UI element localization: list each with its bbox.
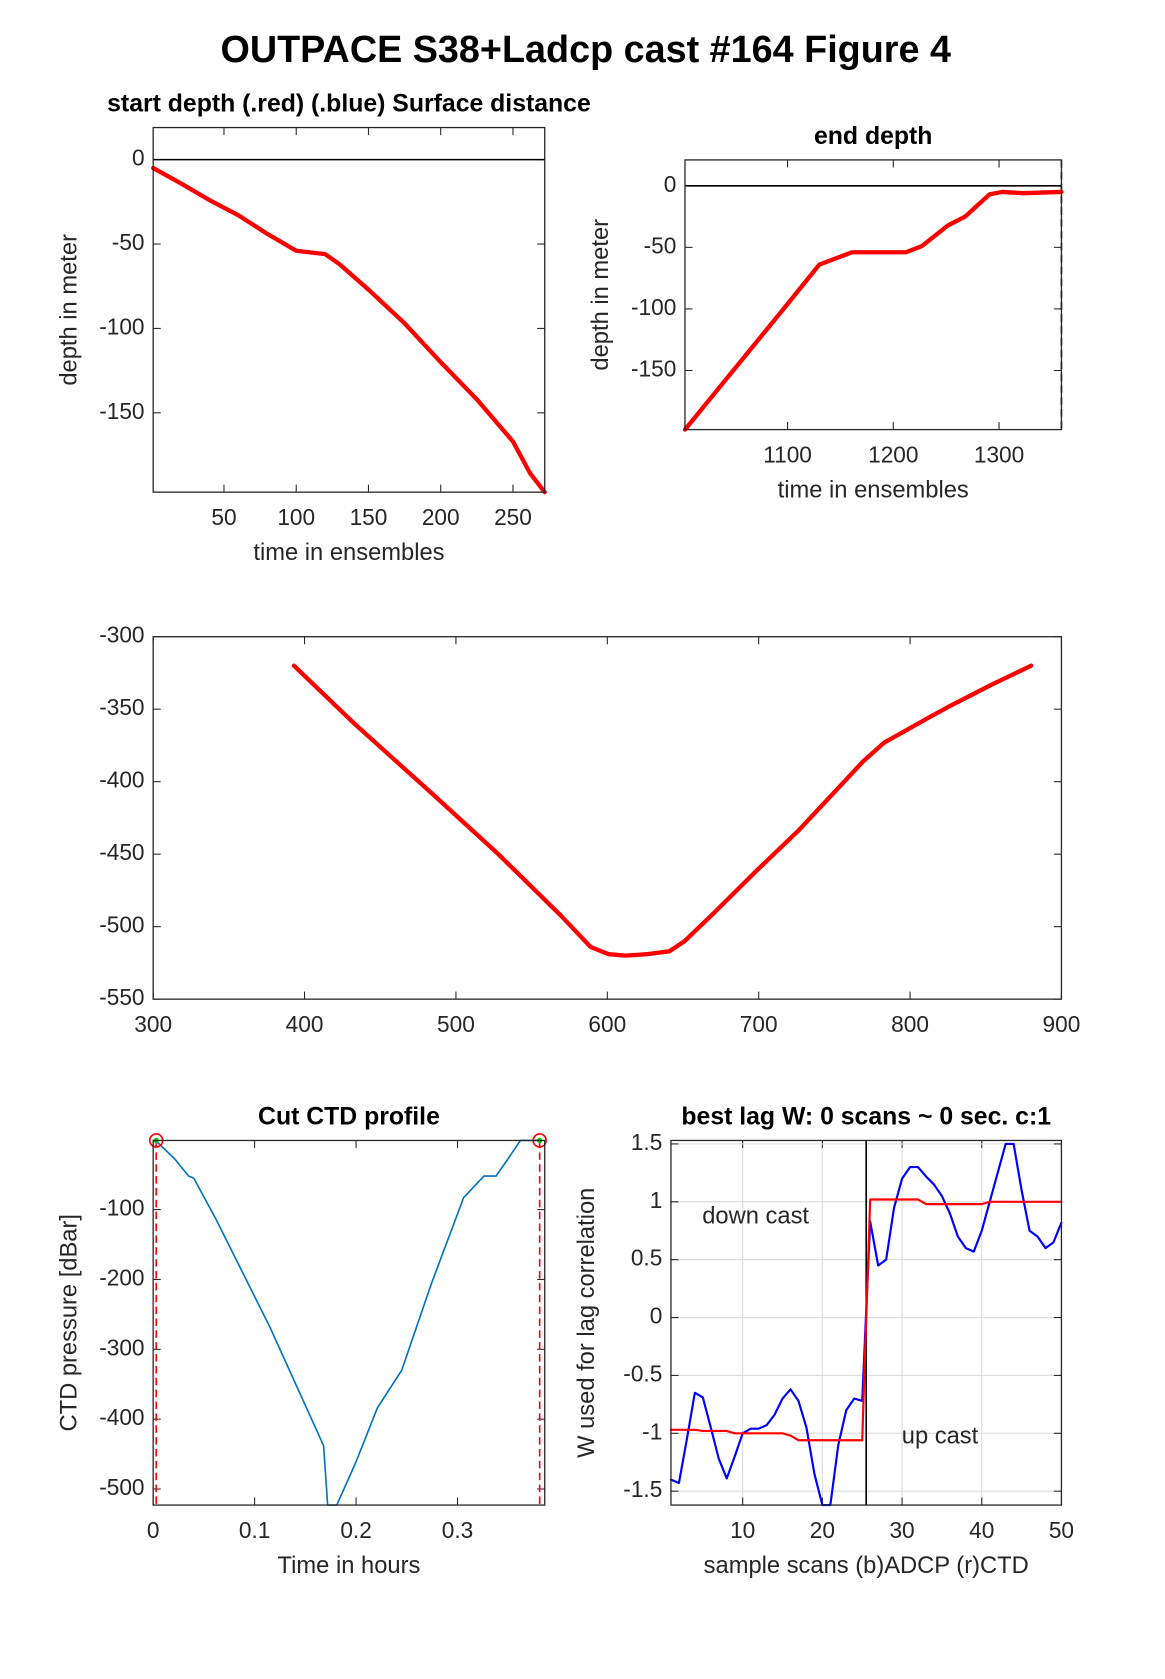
- x-tick-label: 600: [588, 1011, 626, 1037]
- y-tick-label: 0: [664, 171, 677, 197]
- annotation: up cast: [902, 1423, 979, 1449]
- x-axis-label: time in ensembles: [253, 540, 444, 566]
- x-tick-label: 1100: [763, 442, 812, 468]
- x-axis-label: Time in hours: [278, 1553, 421, 1579]
- y-tick-label: -300: [99, 622, 144, 648]
- x-axis-label: sample scans (b)ADCP (r)CTD: [704, 1553, 1029, 1579]
- chart-title: Cut CTD profile: [258, 1103, 440, 1130]
- axes-box: [152, 126, 546, 493]
- y-tick-label: -350: [99, 694, 144, 720]
- y-tick-label: 0: [132, 145, 145, 171]
- y-axis-label: CTD pressure [dBar]: [56, 1214, 82, 1432]
- y-tick-label: -0.5: [623, 1360, 662, 1386]
- x-tick-label: 500: [437, 1011, 475, 1037]
- y-tick-label: -500: [99, 912, 144, 938]
- x-tick-label: 40: [969, 1517, 994, 1543]
- y-tick-label: -450: [99, 839, 144, 865]
- axes-box: [684, 159, 1063, 431]
- y-tick-label: 1.5: [631, 1129, 662, 1155]
- x-tick-label: 20: [810, 1517, 835, 1543]
- y-tick-label: -1.5: [623, 1476, 662, 1502]
- y-axis-label: depth in meter: [56, 234, 82, 386]
- x-tick-label: 700: [740, 1011, 778, 1037]
- axes-background: [684, 159, 1062, 430]
- y-tick-label: -100: [99, 313, 144, 339]
- axes-box: [152, 1139, 546, 1506]
- x-tick-label: 50: [211, 504, 236, 530]
- x-tick-label: 800: [891, 1011, 929, 1037]
- axes-background: [153, 636, 1062, 1000]
- y-tick-label: -400: [99, 767, 144, 793]
- x-tick-label: 200: [422, 504, 460, 530]
- x-tick-label: 0: [147, 1517, 160, 1543]
- x-tick-label: 0.3: [442, 1517, 473, 1543]
- chart-title: best lag W: 0 scans ~ 0 sec. c:1: [681, 1103, 1051, 1130]
- y-tick-label: -100: [99, 1195, 144, 1221]
- x-tick-label: 30: [889, 1517, 914, 1543]
- y-tick-label: 0: [650, 1303, 663, 1329]
- plot-area: [155, 1139, 541, 1506]
- y-tick-label: -50: [112, 229, 145, 255]
- x-tick-label: 150: [350, 504, 388, 530]
- annotation: down cast: [702, 1203, 809, 1229]
- x-tick-label: 1300: [974, 442, 1024, 468]
- x-tick-label: 10: [730, 1517, 755, 1543]
- data-line: [669, 1198, 1063, 1442]
- axes-box: [670, 1139, 1063, 1506]
- y-tick-label: -50: [644, 232, 677, 258]
- y-axis-label: W used for lag correlation: [574, 1188, 600, 1458]
- x-tick-label: 300: [134, 1011, 172, 1037]
- x-tick-label: 250: [494, 504, 532, 530]
- y-tick-label: 0.5: [631, 1245, 662, 1271]
- x-tick-label: 0.1: [239, 1517, 270, 1543]
- y-tick-label: -300: [99, 1334, 144, 1360]
- plot-area: [151, 158, 547, 495]
- x-axis-label: time in ensembles: [778, 477, 969, 503]
- y-tick-label: -500: [99, 1474, 144, 1500]
- y-tick-label: -550: [99, 984, 144, 1010]
- figure-title: OUTPACE S38+Ladcp cast #164 Figure 4: [221, 28, 951, 70]
- y-tick-label: -150: [99, 398, 144, 424]
- data-line: [682, 189, 1064, 432]
- x-tick-label: 1200: [868, 442, 918, 468]
- y-tick-label: -150: [631, 355, 676, 381]
- y-tick-label: -1: [642, 1418, 662, 1444]
- x-tick-label: 50: [1049, 1517, 1074, 1543]
- data-line: [291, 663, 1034, 958]
- chart-title: end depth: [814, 123, 932, 150]
- plot-area: [669, 1140, 1063, 1507]
- x-tick-label: 900: [1043, 1011, 1081, 1037]
- x-tick-label: 400: [286, 1011, 324, 1037]
- x-tick-label: 0.2: [340, 1517, 371, 1543]
- data-line: [155, 1139, 541, 1506]
- y-tick-label: 1: [650, 1187, 663, 1213]
- y-tick-label: -100: [631, 294, 676, 320]
- plot-area: [291, 663, 1034, 958]
- axes-background: [153, 1140, 545, 1506]
- chart-title: start depth (.red) (.blue) Surface dista…: [107, 90, 591, 117]
- x-tick-label: 100: [277, 504, 315, 530]
- y-tick-label: -200: [99, 1264, 144, 1290]
- axes-box: [152, 636, 1063, 1000]
- axes-background: [153, 127, 545, 493]
- y-tick-label: -400: [99, 1404, 144, 1430]
- y-axis-label: depth in meter: [588, 219, 614, 371]
- data-line: [151, 165, 547, 495]
